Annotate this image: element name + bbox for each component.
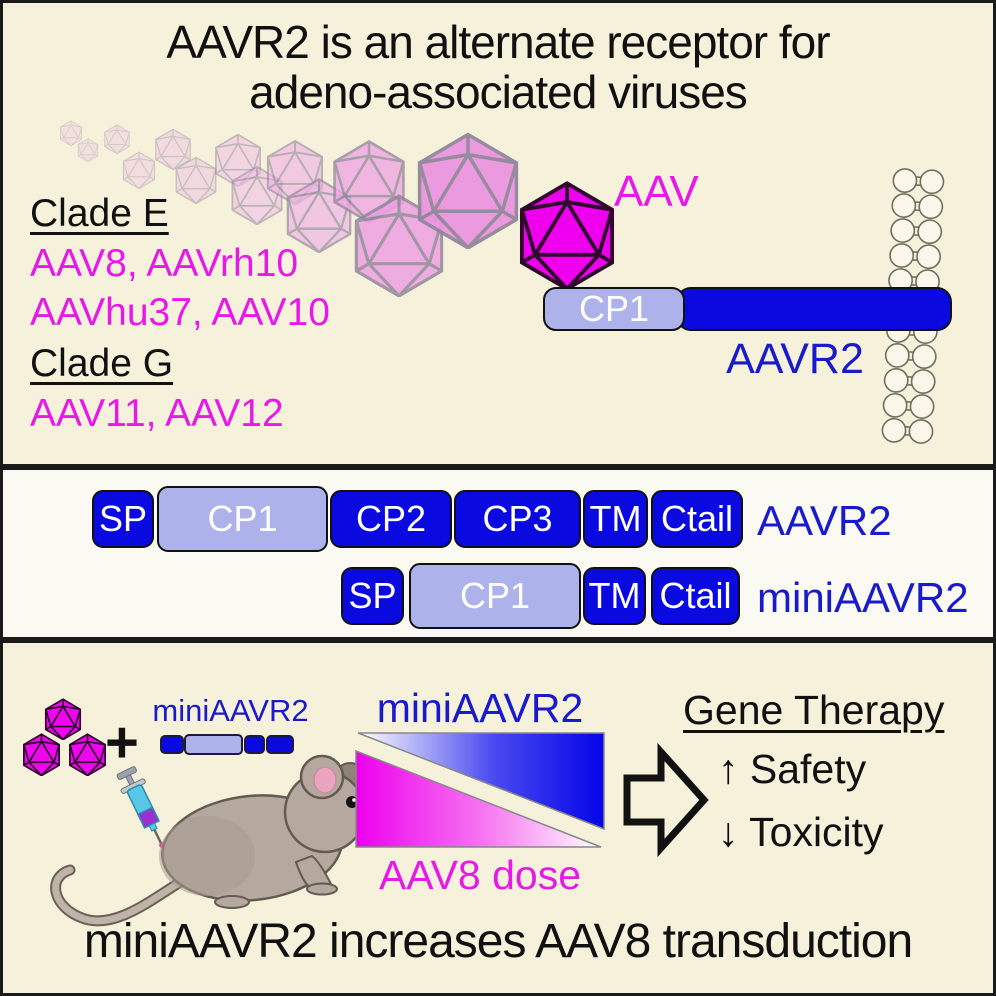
receptor-aavr2-label: AAVR2 (726, 335, 864, 383)
aavr2-domain-ctail: Ctail (651, 490, 743, 548)
construct-seg-ctail (266, 735, 294, 754)
figure-caption: miniAAVR2 increases AAV8 transduction (83, 915, 913, 968)
miniaavr2-domain-sp: SP (341, 567, 404, 625)
receptor-cp1-box: CP1 (543, 287, 685, 331)
gene-therapy-heading: Gene Therapy (683, 687, 945, 733)
clade-e-members-line1: AAV8, AAVrh10 (30, 242, 299, 285)
construct-seg-tm (244, 735, 265, 754)
miniaavr2-domain-ctail: Ctail (651, 567, 740, 625)
aavr2-domain-cp2: CP2 (330, 490, 452, 548)
gradient-bottom-label: AAV8 dose (378, 852, 582, 898)
construct-seg-sp (160, 735, 184, 754)
clade-e-members-line2: AAVhu37, AAV10 (30, 291, 330, 334)
aavr2-domain-cp3: CP3 (454, 490, 581, 548)
miniaavr2-row-label: miniAAVR2 (757, 574, 969, 621)
toxicity-line: ↓ Toxicity (718, 809, 884, 855)
aavr2-domain-sp: SP (92, 490, 154, 548)
aavr2-domain-tm: TM (583, 490, 648, 548)
clade-e-heading: Clade E (30, 192, 169, 235)
gradient-top-label: miniAAVR2 (376, 685, 584, 731)
safety-line: ↑ Safety (718, 746, 867, 792)
construct-label: miniAAVR2 (152, 693, 309, 728)
miniaavr2-domain-cp1: CP1 (409, 563, 581, 629)
clade-g-heading: Clade G (30, 342, 174, 385)
aavr2-row-label: AAVR2 (757, 497, 892, 544)
clade-g-members-line1: AAV11, AAV12 (30, 392, 284, 435)
aavr2-ectodomain-bar (676, 287, 952, 331)
aav-label: AAV (614, 167, 699, 216)
figure-title-line2: adeno-associated viruses (249, 66, 748, 118)
aavr2-domain-cp1: CP1 (157, 486, 328, 552)
plus-sign: + (105, 710, 139, 775)
figure-title-line1: AAVR2 is an alternate receptor for (166, 16, 830, 68)
construct-seg-cp1 (184, 734, 243, 755)
miniaavr2-domain-tm: TM (583, 567, 646, 625)
